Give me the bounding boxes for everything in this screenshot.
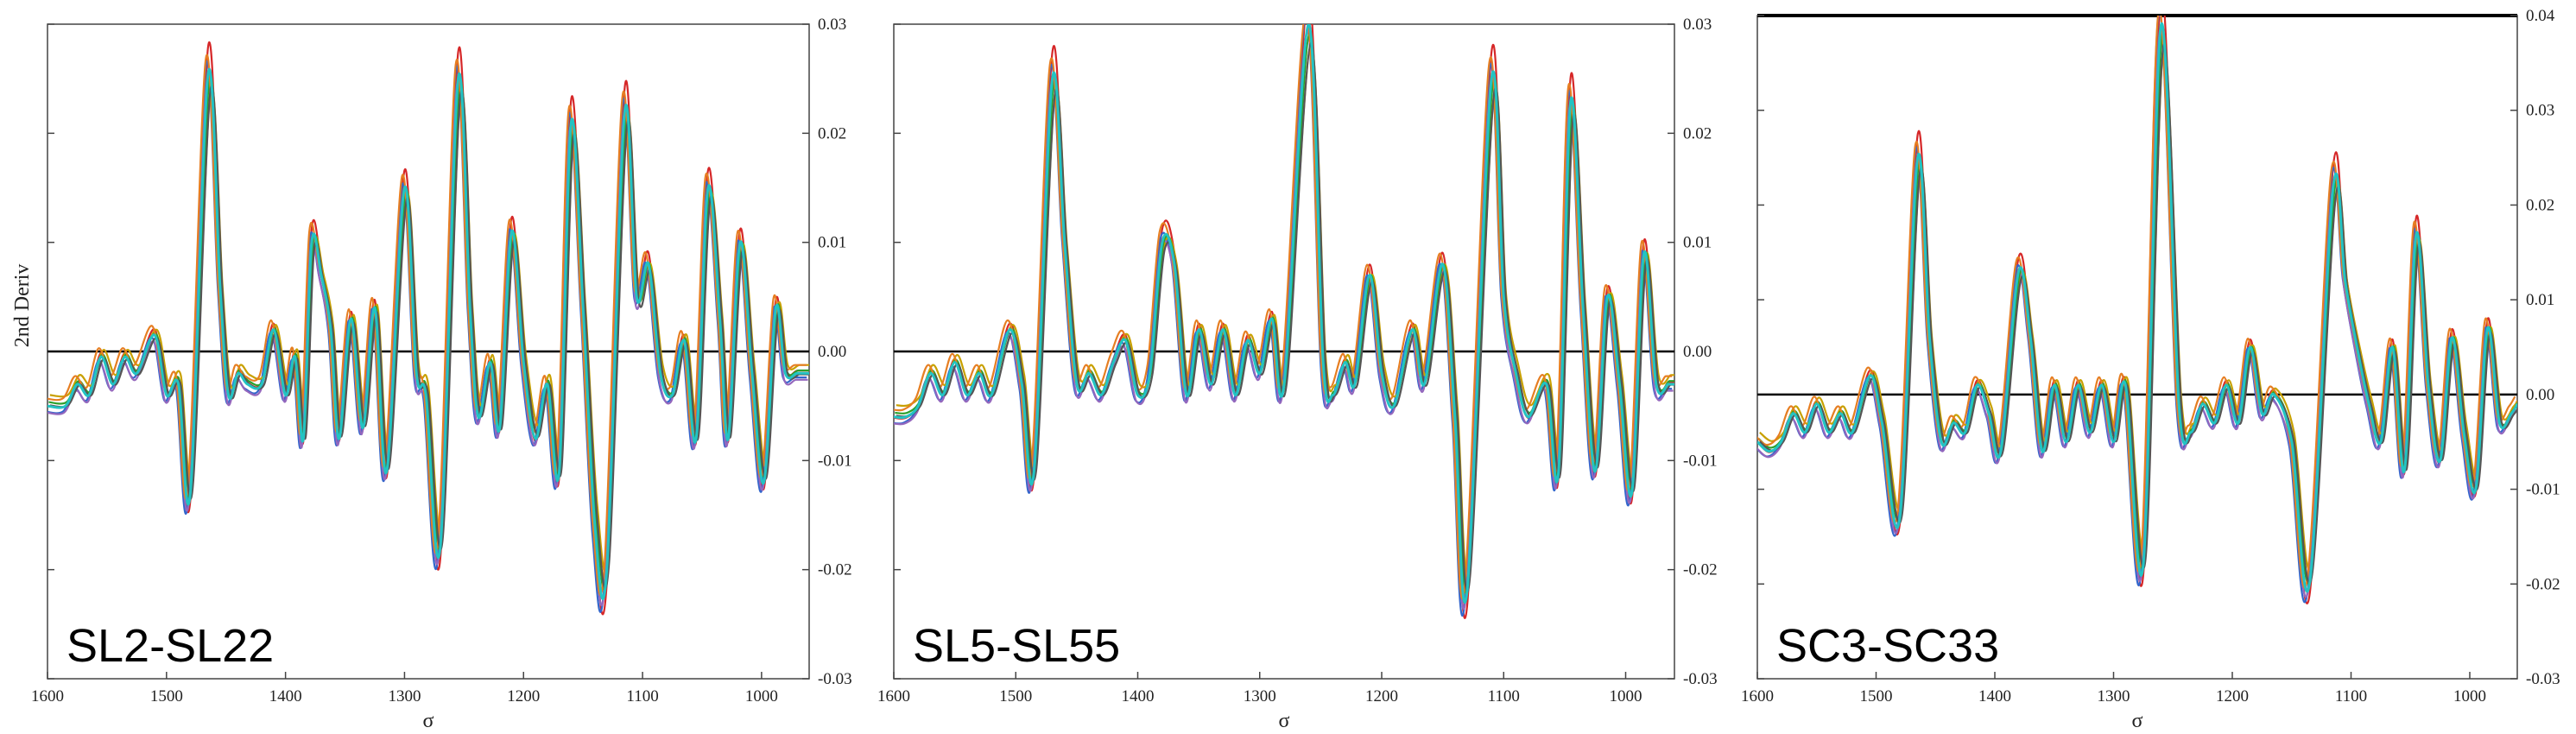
y-tick-label: 0.01 (1683, 234, 1712, 252)
x-tick-label: 1000 (1610, 687, 1642, 706)
y-tick-label: -0.02 (818, 561, 852, 579)
y-tick-label: 0.02 (2526, 196, 2554, 214)
x-tick-label: 1100 (2335, 687, 2367, 706)
series-group (47, 41, 809, 616)
panel-label: SL5-SL55 (913, 620, 1120, 672)
y-tick-label: 0.04 (2526, 7, 2555, 25)
x-tick-label: 1500 (999, 687, 1032, 706)
y-tick-label: -0.03 (818, 670, 852, 688)
x-axis-title: σ (2132, 710, 2143, 732)
x-tick-label: 1600 (31, 687, 64, 706)
panel-label: SC3-SC33 (1776, 620, 1999, 672)
y-tick-label: 0.01 (2526, 291, 2554, 309)
y-tick-label: -0.03 (1683, 670, 1718, 688)
series-line-4 (894, 29, 1674, 610)
x-tick-label: 1200 (2216, 687, 2249, 706)
y-tick-label: 0.03 (818, 16, 846, 34)
x-tick-label: 1600 (877, 687, 910, 706)
series-line-5 (1757, 31, 2517, 585)
y-tick-label: -0.03 (2526, 670, 2560, 688)
x-tick-label: 1100 (626, 687, 658, 706)
x-tick-label: 1300 (388, 687, 421, 706)
y-tick-label: 0.03 (1683, 16, 1712, 34)
y-tick-label: -0.02 (1683, 561, 1718, 579)
x-axis-title: σ (423, 710, 434, 732)
series-line-8 (894, 24, 1674, 604)
series-line-2 (894, 24, 1673, 617)
series-line-1 (894, 24, 1674, 619)
panel-1: 0.03 0.02 0.01 0.00 -0.01 -0.02 -0.03 1600 1500 1… (11, 16, 852, 732)
panel-label: SL2-SL22 (66, 620, 274, 672)
x-tick-label: 1400 (1122, 687, 1155, 706)
panel-3: 0.04 0.03 0.02 0.01 0.00 -0.01 -0.02 -0.03 1600 1… (1741, 7, 2560, 732)
x-tick-label: 1000 (2453, 687, 2486, 706)
x-tick-label: 1200 (507, 687, 540, 706)
series-line-1 (47, 41, 809, 616)
x-axis-title: σ (1279, 710, 1290, 732)
x-tick-label: 1600 (1741, 687, 1774, 706)
series-line-8 (47, 68, 809, 600)
series-line-6 (894, 24, 1673, 600)
x-tick-label: 1300 (1244, 687, 1276, 706)
y-tick-label: 0.01 (818, 234, 846, 252)
x-tick-label: 1200 (1365, 687, 1398, 706)
y-tick-label: 0.02 (818, 124, 846, 142)
series-line-7 (49, 85, 809, 590)
x-tick-label: 1500 (1860, 687, 1893, 706)
series-line-8 (1757, 22, 2517, 593)
y-tick-label: 0.00 (1683, 343, 1712, 361)
series-line-3 (1759, 46, 2517, 572)
x-tick-label: 1400 (1978, 687, 2011, 706)
series-line-7 (1759, 42, 2517, 585)
y-tick-label: -0.02 (2526, 575, 2560, 593)
panel-2: 0.03 0.02 0.01 0.00 -0.01 -0.02 -0.03 1600 1500 1… (877, 16, 1718, 732)
series-line-6 (47, 54, 807, 597)
y-tick-label: 0.00 (818, 343, 846, 361)
y-tick-label: 0.00 (2526, 386, 2554, 404)
y-tick-label: -0.01 (1683, 452, 1718, 470)
series-group (894, 24, 1674, 619)
x-tick-label: 1100 (1488, 687, 1520, 706)
y-tick-label: 0.02 (1683, 124, 1712, 142)
series-group (1757, 16, 2517, 604)
x-tick-label: 1000 (745, 687, 778, 706)
y-tick-label: -0.01 (818, 452, 852, 470)
y-tick-label: -0.01 (2526, 481, 2560, 499)
y-tick-label: 0.03 (2526, 102, 2554, 120)
x-tick-label: 1500 (150, 687, 183, 706)
x-tick-label: 1400 (269, 687, 302, 706)
series-line-6 (1757, 16, 2516, 589)
x-tick-label: 1300 (2098, 687, 2130, 706)
y-axis-title: 2nd Deriv (11, 264, 34, 348)
